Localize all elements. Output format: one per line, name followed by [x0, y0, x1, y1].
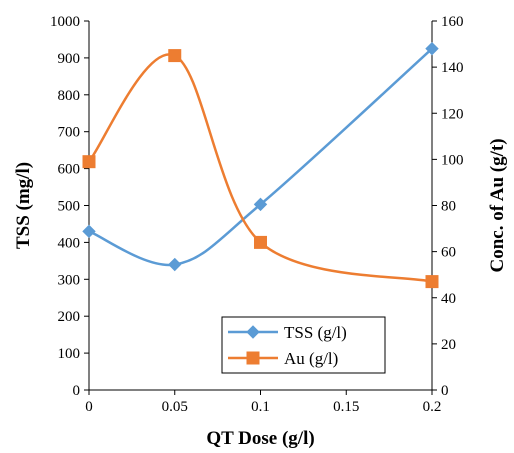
- series-tss-line: [88, 47, 433, 267]
- x-axis-ticks: 0 0.05 0.1 0.15 0.2: [85, 390, 441, 415]
- series-layer: [82, 41, 439, 289]
- y-axis-right-ticks: 0 20 40 60 80 100 120 140 160: [432, 14, 464, 399]
- y-axis-left-ticks: 0 100 200 300 400 500 600 700 800 900 1000: [50, 14, 89, 399]
- x-axis-title: QT Dose (g/l): [206, 428, 314, 449]
- series-tss-point: [425, 41, 439, 56]
- y-tick-label: 500: [58, 199, 81, 215]
- y-tick-label: 700: [58, 125, 81, 141]
- series-tss-point: [168, 257, 182, 272]
- y-tick-label: 200: [58, 309, 81, 325]
- y2-tick-label: 20: [441, 337, 456, 353]
- legend-label: TSS (g/l): [284, 323, 347, 342]
- y-tick-label: 300: [58, 272, 81, 288]
- legend-item-tss: TSS (g/l): [228, 323, 347, 342]
- legend-box: [221, 316, 386, 374]
- y2-tick-label: 60: [441, 245, 456, 261]
- y2-tick-label: 0: [441, 383, 449, 399]
- y2-tick-label: 80: [441, 199, 456, 215]
- y-axis-left-title: TSS (mg/l): [13, 162, 34, 249]
- series-tss: [82, 41, 439, 272]
- legend: TSS (g/l) Au (g/l): [221, 316, 386, 374]
- x-tick-label: 0: [85, 399, 93, 415]
- legend-swatch-marker: [246, 351, 260, 365]
- y-tick-label: 900: [58, 51, 81, 67]
- legend-items: TSS (g/l) Au (g/l): [228, 323, 347, 368]
- y-tick-label: 1000: [50, 14, 80, 30]
- series-au: [82, 49, 439, 289]
- y2-tick-label: 100: [441, 152, 464, 168]
- x-tick-label: 0.05: [162, 399, 188, 415]
- series-au-point: [254, 235, 267, 249]
- series-tss-point: [82, 224, 96, 239]
- x-tick-label: 0.2: [423, 399, 442, 415]
- y-tick-label: 600: [58, 162, 81, 178]
- series-au-point: [168, 49, 182, 63]
- series-tss-point: [253, 197, 268, 212]
- y-tick-label: 800: [58, 88, 81, 104]
- legend-item-au: Au (g/l): [228, 349, 338, 368]
- series-au-line: [88, 53, 433, 283]
- series-au-point: [425, 275, 439, 289]
- y2-tick-label: 140: [441, 60, 464, 76]
- legend-label: Au (g/l): [284, 349, 338, 368]
- y2-tick-label: 120: [441, 106, 464, 122]
- x-tick-label: 0.1: [251, 399, 270, 415]
- y2-tick-label: 160: [441, 14, 464, 30]
- y-tick-label: 0: [73, 383, 81, 399]
- x-tick-label: 0.15: [333, 399, 359, 415]
- y2-tick-label: 40: [441, 291, 456, 307]
- y-tick-label: 100: [58, 346, 81, 362]
- y-tick-label: 400: [58, 235, 81, 251]
- legend-swatch-marker: [246, 325, 260, 339]
- series-au-point: [82, 155, 96, 169]
- y-axis-right-title: Conc. of Au (g/t): [487, 138, 508, 272]
